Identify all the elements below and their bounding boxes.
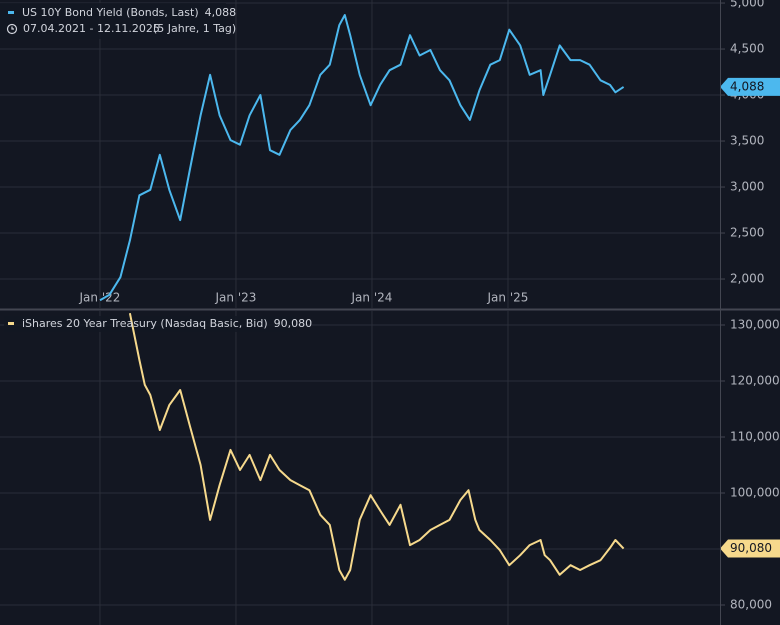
- date-range: 07.04.2021 - 12.11.2025: [23, 22, 160, 35]
- y-tick-label: 100,000: [730, 486, 780, 500]
- legend-box: [0, 3, 226, 39]
- y-tick-label: 80,000: [730, 598, 772, 612]
- legend-label: iShares 20 Year Treasury (Nasdaq Basic, …: [22, 317, 268, 330]
- y-tick-label: 3,000: [730, 180, 764, 194]
- legend-value: 90,080: [274, 317, 313, 330]
- series-line: [128, 313, 625, 581]
- grid-layer: [0, 0, 720, 625]
- x-tick-label: Jan '24: [351, 291, 393, 305]
- y-tick-label: 4,500: [730, 42, 764, 56]
- x-tick-label: Jan '22: [79, 291, 121, 305]
- y-tick-label: 120,000: [730, 374, 780, 388]
- y-tick-label: 110,000: [730, 430, 780, 444]
- y-tick-label: 2,000: [730, 272, 764, 286]
- y-tick-label: 5,000: [730, 0, 764, 10]
- x-tick-label: Jan '23: [215, 291, 257, 305]
- price-badge-label: 4,088: [730, 79, 764, 93]
- price-badge: [720, 539, 780, 558]
- legend-label: US 10Y Bond Yield (Bonds, Last): [22, 6, 199, 19]
- y-tick-label: 3,500: [730, 134, 764, 148]
- clock-icon: [11, 26, 14, 30]
- y-tick-label: 130,000: [730, 318, 780, 332]
- legend-swatch: [8, 11, 14, 14]
- price-badge-label: 90,080: [730, 541, 772, 555]
- x-tick-label: Jan '25: [487, 291, 529, 305]
- price-badge: [720, 77, 780, 96]
- range-note: (5 Jahre, 1 Tag): [153, 22, 236, 35]
- y-tick-label: 2,500: [730, 226, 764, 240]
- legend-box: [4, 316, 296, 332]
- legend-swatch: [8, 322, 14, 325]
- legend-value: 4,088: [205, 6, 237, 19]
- series-line: [99, 14, 625, 302]
- clock-icon: [6, 23, 18, 35]
